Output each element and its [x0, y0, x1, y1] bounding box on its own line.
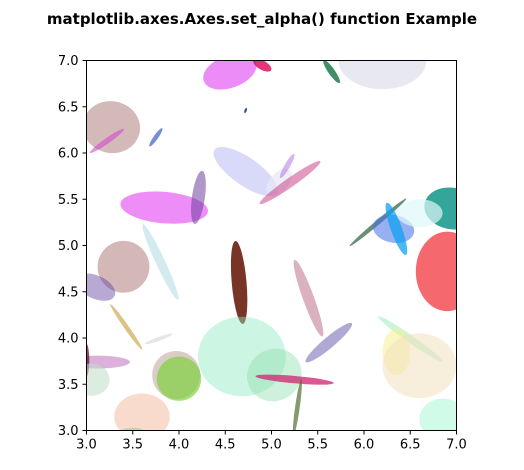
ellipse-9	[266, 168, 292, 197]
y-tick-label: 4.5	[58, 285, 79, 300]
x-tick-label: 5.5	[307, 438, 328, 453]
ellipse-40	[114, 393, 170, 431]
ellipse-38	[255, 374, 334, 385]
ellipse-19	[142, 224, 179, 300]
ellipse-4	[244, 107, 248, 114]
ellipse-21	[86, 273, 116, 301]
ellipse-35	[86, 363, 110, 396]
y-tick-label: 3.5	[58, 378, 79, 393]
x-tick-label: 4.0	[169, 438, 190, 453]
ellipse-42	[419, 398, 457, 431]
x-tick-label: 3.0	[76, 438, 97, 453]
ellipse-23	[415, 231, 457, 312]
x-tick-label: 6.0	[354, 438, 375, 453]
x-tick-label: 4.5	[215, 438, 236, 453]
y-axis: 3.0 3.5 4.0 4.5 5.0 5.5 6.0 6.5 7.0	[58, 54, 87, 439]
ellipse-8	[213, 146, 278, 197]
ellipse-7	[149, 128, 163, 147]
ellipse-25	[110, 304, 143, 350]
y-tick-label: 6.0	[58, 147, 79, 162]
ellipse-10	[279, 153, 295, 179]
ellipse-0	[338, 60, 427, 90]
ellipse-5	[86, 101, 141, 154]
y-tick-label: 7.0	[58, 54, 79, 69]
ellipse-12	[120, 191, 208, 224]
ellipse-11	[259, 161, 321, 205]
ellipse-29	[305, 322, 353, 363]
x-tick-label: 3.5	[122, 438, 143, 453]
y-tick-label: 5.5	[58, 193, 79, 208]
x-axis: 3.0 3.5 4.0 4.5 5.0 5.5 6.0 6.5 7.0	[76, 430, 467, 453]
ellipse-3	[323, 60, 341, 84]
ellipse-17	[385, 202, 408, 255]
ellipse-1	[203, 60, 257, 90]
ellipse-22	[230, 241, 248, 324]
ellipse-24	[293, 259, 324, 337]
ellipse-32	[382, 333, 457, 399]
y-tick-label: 3.0	[58, 424, 79, 439]
chart-title: matplotlib.axes.Axes.set_alpha() functio…	[47, 10, 477, 28]
ellipse-13	[191, 170, 206, 224]
ellipse-37	[156, 356, 202, 401]
data-ellipses	[86, 60, 457, 431]
y-tick-label: 6.5	[58, 100, 79, 115]
x-tick-label: 7.0	[446, 438, 467, 453]
ellipse-39	[292, 378, 303, 431]
ellipse-41	[120, 427, 145, 431]
y-tick-label: 5.0	[58, 239, 79, 254]
y-tick-label: 4.0	[58, 332, 79, 347]
x-tick-label: 6.5	[400, 438, 421, 453]
ellipse-18	[396, 199, 443, 227]
ellipse-6	[89, 128, 124, 154]
x-tick-label: 5.0	[261, 438, 282, 453]
ellipse-2	[253, 60, 272, 72]
ellipse-26	[144, 333, 173, 345]
ellipse-20	[97, 240, 150, 293]
